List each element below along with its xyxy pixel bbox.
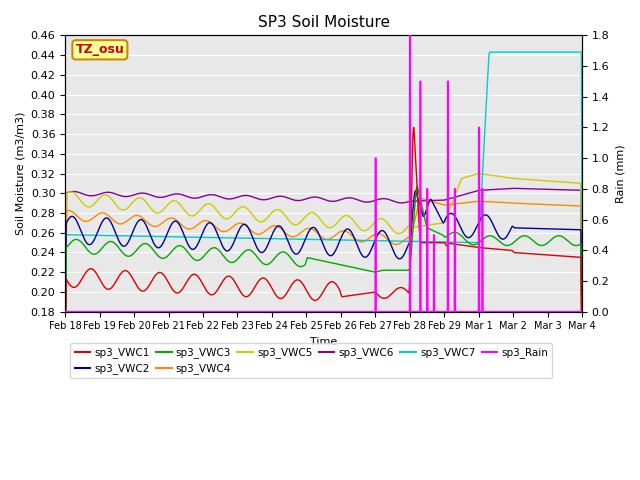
sp3_VWC5 <box>529 177 537 183</box>
X-axis label: Time: Time <box>310 337 337 347</box>
Line: sp3_VWC6: sp3_VWC6 <box>65 188 582 341</box>
sp3_VWC7 <box>578 137 586 143</box>
sp3_VWC3 <box>205 247 213 253</box>
sp3_VWC1 <box>172 290 180 296</box>
sp3_VWC3 <box>61 358 69 364</box>
Y-axis label: Soil Moisture (m3/m3): Soil Moisture (m3/m3) <box>15 112 25 235</box>
Title: SP3 Soil Moisture: SP3 Soil Moisture <box>257 15 390 30</box>
sp3_VWC7 <box>172 234 180 240</box>
sp3_VWC5 <box>205 201 213 207</box>
sp3_VWC2 <box>205 220 213 226</box>
sp3_VWC6 <box>205 192 213 198</box>
sp3_VWC6 <box>383 196 390 202</box>
sp3_VWC2 <box>383 232 390 238</box>
sp3_VWC6 <box>172 191 180 197</box>
sp3_Rain <box>205 309 213 314</box>
sp3_Rain <box>529 309 537 314</box>
sp3_VWC4 <box>417 196 425 202</box>
sp3_VWC5 <box>578 288 586 293</box>
sp3_Rain <box>578 309 586 314</box>
sp3_VWC1 <box>374 292 381 298</box>
sp3_VWC4 <box>374 230 381 236</box>
sp3_VWC2 <box>374 232 381 238</box>
sp3_VWC2 <box>61 345 69 351</box>
sp3_VWC7 <box>383 238 390 244</box>
sp3_VWC3 <box>172 244 180 250</box>
sp3_Rain <box>578 309 586 314</box>
Line: sp3_Rain: sp3_Rain <box>65 36 582 312</box>
sp3_VWC3 <box>383 267 390 273</box>
sp3_VWC1 <box>383 295 390 300</box>
sp3_VWC7 <box>529 49 537 55</box>
Text: TZ_osu: TZ_osu <box>76 43 124 56</box>
sp3_Rain <box>383 309 390 314</box>
sp3_VWC7 <box>374 238 381 243</box>
sp3_VWC6 <box>374 197 381 203</box>
sp3_VWC7 <box>486 49 493 55</box>
Line: sp3_VWC5: sp3_VWC5 <box>65 174 582 342</box>
sp3_VWC3 <box>578 355 586 361</box>
sp3_VWC4 <box>172 217 180 223</box>
sp3_VWC3 <box>529 238 537 243</box>
sp3_Rain <box>61 309 69 314</box>
sp3_VWC1 <box>529 251 537 257</box>
sp3_Rain <box>172 309 180 314</box>
sp3_VWC1 <box>410 124 417 130</box>
Line: sp3_VWC3: sp3_VWC3 <box>65 186 582 361</box>
sp3_VWC6 <box>510 185 518 191</box>
sp3_VWC5 <box>578 318 586 324</box>
sp3_VWC2 <box>172 218 180 224</box>
sp3_VWC1 <box>205 291 213 297</box>
sp3_VWC6 <box>529 186 537 192</box>
sp3_Rain <box>374 309 381 314</box>
sp3_VWC5 <box>374 217 381 223</box>
sp3_VWC7 <box>205 235 213 240</box>
sp3_VWC5 <box>61 339 69 345</box>
sp3_VWC4 <box>383 236 390 241</box>
sp3_VWC7 <box>578 224 586 230</box>
sp3_VWC4 <box>61 347 69 353</box>
sp3_VWC2 <box>578 313 586 319</box>
Line: sp3_VWC1: sp3_VWC1 <box>65 127 582 377</box>
sp3_VWC2 <box>529 226 537 231</box>
sp3_VWC2 <box>412 188 419 194</box>
sp3_VWC5 <box>476 171 483 177</box>
sp3_Rain <box>406 33 413 38</box>
sp3_VWC5 <box>172 198 180 204</box>
sp3_VWC2 <box>578 348 586 354</box>
sp3_VWC3 <box>578 323 586 328</box>
sp3_VWC6 <box>61 338 69 344</box>
sp3_VWC6 <box>578 322 586 328</box>
Line: sp3_VWC7: sp3_VWC7 <box>65 52 582 362</box>
Legend: sp3_VWC1, sp3_VWC2, sp3_VWC3, sp3_VWC4, sp3_VWC5, sp3_VWC6, sp3_VWC7, sp3_Rain: sp3_VWC1, sp3_VWC2, sp3_VWC3, sp3_VWC4, … <box>70 343 552 378</box>
Line: sp3_VWC2: sp3_VWC2 <box>65 191 582 351</box>
Line: sp3_VWC4: sp3_VWC4 <box>65 199 582 350</box>
sp3_VWC4 <box>205 219 213 225</box>
sp3_VWC1 <box>578 332 586 337</box>
sp3_VWC6 <box>578 292 586 298</box>
sp3_VWC7 <box>61 359 69 365</box>
sp3_VWC4 <box>578 302 586 308</box>
sp3_VWC3 <box>374 269 381 275</box>
sp3_VWC1 <box>578 363 586 369</box>
Y-axis label: Rain (mm): Rain (mm) <box>615 144 625 203</box>
sp3_VWC4 <box>529 201 537 207</box>
sp3_VWC4 <box>578 331 586 336</box>
sp3_VWC1 <box>61 374 69 380</box>
sp3_VWC5 <box>383 219 390 225</box>
sp3_VWC3 <box>413 183 421 189</box>
